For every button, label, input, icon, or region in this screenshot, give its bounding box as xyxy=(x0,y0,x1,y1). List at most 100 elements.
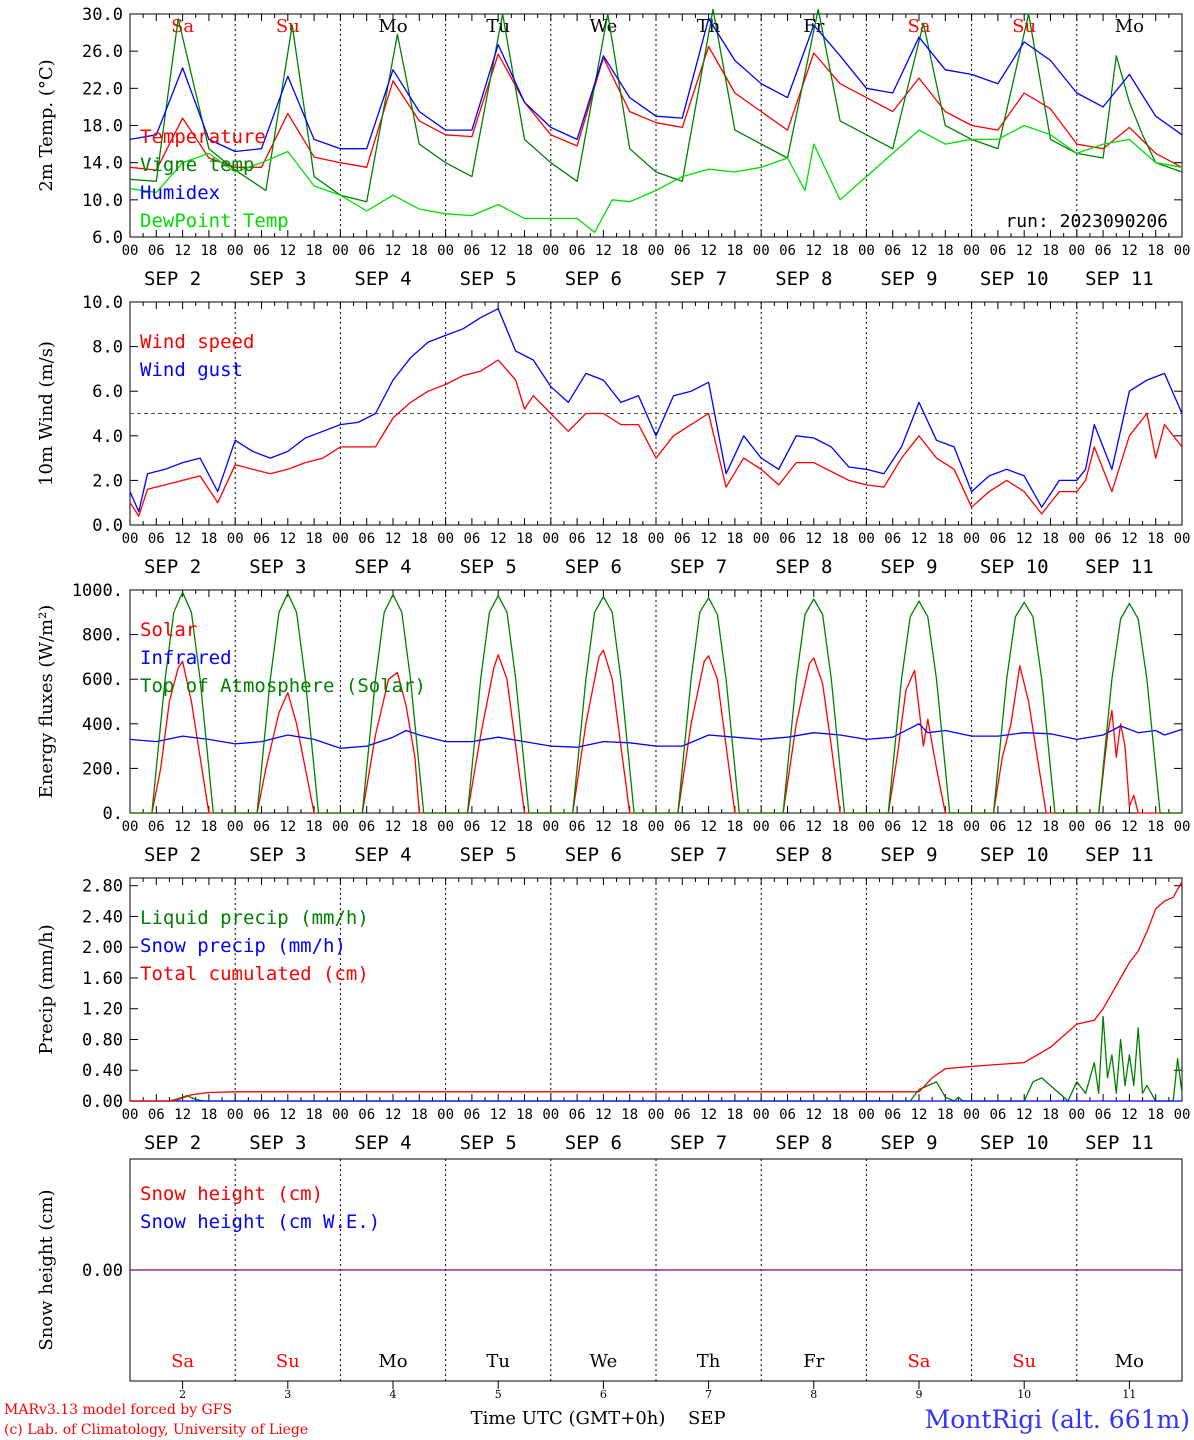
x-hour-label: 00 xyxy=(963,531,980,547)
x-hour-label: 06 xyxy=(989,1107,1006,1123)
y-tick-label: 30.0 xyxy=(82,5,123,25)
x-hour-label: 06 xyxy=(1095,1107,1112,1123)
x-hour-label: 18 xyxy=(1147,819,1164,835)
x-hour-label: 18 xyxy=(621,819,638,835)
y-tick-label: 0.80 xyxy=(82,1030,123,1050)
x-date-label: SEP 2 xyxy=(144,844,201,866)
x-date-label: SEP 2 xyxy=(144,556,201,578)
x-hour-label: 18 xyxy=(1147,1107,1164,1123)
x-hour-label: 12 xyxy=(595,531,612,547)
x-hour-label: 00 xyxy=(753,819,770,835)
day-abbr-label: We xyxy=(590,1351,618,1372)
x-hour-label: 12 xyxy=(279,819,296,835)
legend-entry: Snow precip (mm/h) xyxy=(140,935,346,957)
legend-entry: Wind gust xyxy=(140,359,243,381)
legend-entry: Vigne temp xyxy=(140,154,254,176)
x-hour-label: 06 xyxy=(884,243,901,259)
x-date-number: 5 xyxy=(495,1388,502,1401)
day-abbr-label: We xyxy=(590,16,618,37)
y-tick-label: 8.0 xyxy=(92,338,123,358)
panel-2: 0.0 2.0 4.0 6.0 8.0 10.0 10m Wind (m/s) 00 06 12 1… xyxy=(36,293,1190,578)
x-date-label: SEP 11 xyxy=(1085,844,1154,866)
x-hour-label: 00 xyxy=(332,531,349,547)
x-hour-label: 18 xyxy=(1042,243,1059,259)
x-hour-label: 00 xyxy=(542,1107,559,1123)
x-hour-label: 12 xyxy=(700,1107,717,1123)
x-date-number: 2 xyxy=(179,1388,186,1401)
x-hour-label: 00 xyxy=(437,1107,454,1123)
x-date-label: SEP 11 xyxy=(1085,1132,1154,1154)
x-hour-label: 06 xyxy=(463,243,480,259)
day-abbr-label: Mo xyxy=(1115,1351,1144,1372)
x-hour-label: 06 xyxy=(148,1107,165,1123)
x-date-label: SEP 3 xyxy=(249,1132,306,1154)
x-hour-label: 00 xyxy=(227,243,244,259)
x-hour-label: 06 xyxy=(884,531,901,547)
xaxis-month: SEP xyxy=(688,1408,726,1429)
x-date-label: SEP 6 xyxy=(565,844,622,866)
legend-entry: Temperature xyxy=(140,126,266,148)
x-hour-label: 00 xyxy=(753,531,770,547)
panel-5: 0.00 Snow height (cm) Sa 2 Su 3 Mo 4 Tu 5 We 6 Th 7 Fr… xyxy=(36,1158,1183,1401)
station-label: MontRigi (alt. 661m) xyxy=(925,1405,1190,1434)
x-hour-label: 00 xyxy=(122,531,139,547)
y-tick-label: 2.40 xyxy=(82,907,123,927)
x-hour-label: 18 xyxy=(937,1107,954,1123)
x-hour-label: 18 xyxy=(726,243,743,259)
x-hour-label: 12 xyxy=(385,1107,402,1123)
y-axis-label: 2m Temp. (°C) xyxy=(36,59,57,191)
legend-entry: Wind speed xyxy=(140,331,254,353)
x-hour-label: 00 xyxy=(963,243,980,259)
day-abbr-label: Su xyxy=(276,1351,300,1372)
x-hour-label: 00 xyxy=(858,819,875,835)
x-date-label: SEP 7 xyxy=(670,844,727,866)
x-hour-label: 00 xyxy=(122,819,139,835)
x-date-label: SEP 5 xyxy=(460,268,517,290)
day-abbr-label: Th xyxy=(697,1351,721,1372)
x-hour-label: 12 xyxy=(700,243,717,259)
x-date-label: SEP 7 xyxy=(670,556,727,578)
x-date-number: 4 xyxy=(390,1388,397,1401)
x-date-label: SEP 10 xyxy=(980,844,1049,866)
x-hour-label: 18 xyxy=(937,243,954,259)
x-date-number: 6 xyxy=(600,1388,607,1401)
day-abbr-label: Sa xyxy=(907,1351,930,1372)
x-date-label: SEP 7 xyxy=(670,268,727,290)
y-tick-label: 0.00 xyxy=(82,1092,123,1112)
x-hour-label: 12 xyxy=(1121,1107,1138,1123)
y-tick-label: 10.0 xyxy=(82,293,123,313)
x-date-label: SEP 9 xyxy=(880,1132,937,1154)
x-date-label: SEP 5 xyxy=(460,556,517,578)
series-line xyxy=(129,723,1183,749)
x-date-label: SEP 6 xyxy=(565,556,622,578)
x-hour-label: 12 xyxy=(911,1107,928,1123)
x-hour-label: 00 xyxy=(648,531,665,547)
x-hour-label: 18 xyxy=(306,819,323,835)
y-tick-label: 1.60 xyxy=(82,969,123,989)
legend-entry: Top of Atmosphere (Solar) xyxy=(140,675,426,697)
x-hour-label: 12 xyxy=(1121,531,1138,547)
legend-entry: Total cumulated (cm) xyxy=(140,963,369,985)
x-date-label: SEP 9 xyxy=(880,844,937,866)
panel-1: 6.0 10.0 14.0 18.0 22.0 26.0 30.0 2m Temp. (°C)… xyxy=(36,5,1190,290)
day-abbr-label: Sa xyxy=(171,16,194,37)
series-line xyxy=(130,881,1183,1102)
x-hour-label: 00 xyxy=(332,819,349,835)
x-date-label: SEP 9 xyxy=(880,556,937,578)
model-credit: MARv3.13 model forced by GFS xyxy=(4,1402,232,1418)
x-hour-label: 06 xyxy=(253,243,270,259)
x-hour-label: 06 xyxy=(358,243,375,259)
run-label: run: 2023090206 xyxy=(1005,211,1168,232)
y-tick-label: 0.40 xyxy=(82,1061,123,1081)
x-hour-label: 00 xyxy=(648,1107,665,1123)
x-hour-label: 12 xyxy=(700,531,717,547)
y-tick-label: 1000. xyxy=(72,581,123,601)
x-hour-label: 18 xyxy=(621,531,638,547)
x-hour-label: 12 xyxy=(805,1107,822,1123)
x-hour-label: 06 xyxy=(253,531,270,547)
x-hour-label: 00 xyxy=(332,243,349,259)
x-hour-label: 00 xyxy=(1174,531,1191,547)
x-hour-label: 00 xyxy=(1174,819,1191,835)
x-hour-label: 12 xyxy=(1016,1107,1033,1123)
x-hour-label: 00 xyxy=(858,1107,875,1123)
